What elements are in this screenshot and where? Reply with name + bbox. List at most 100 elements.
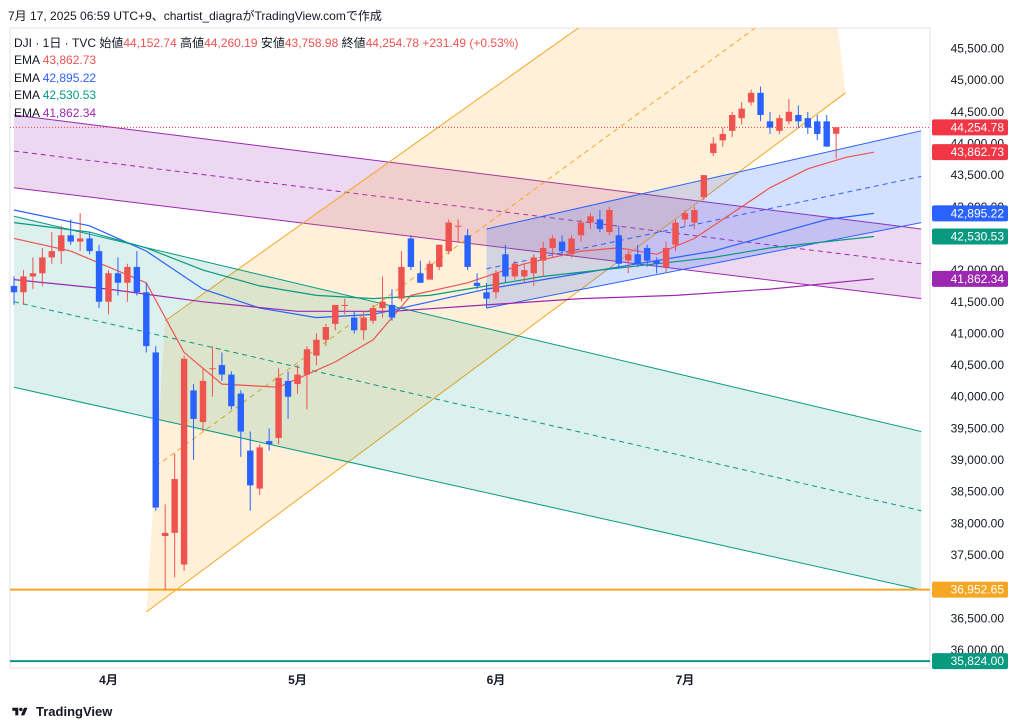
candle <box>369 304 377 324</box>
candles <box>10 86 840 590</box>
candle-body <box>757 92 764 115</box>
candle-body <box>124 266 131 283</box>
chart-canvas[interactable]: 45,500.0045,000.0044,500.0044,000.0043,5… <box>0 0 1024 700</box>
candle-body <box>672 222 679 245</box>
candle-body <box>303 349 311 375</box>
ema-row-2[interactable]: EMA 42,895.22 <box>14 70 518 87</box>
time-tick-label: 6月 <box>487 673 506 687</box>
ema-row-1[interactable]: EMA 43,862.73 <box>14 52 518 69</box>
candle-body <box>341 304 348 306</box>
price-label-bg <box>932 119 1008 136</box>
channel-mid-line <box>155 28 757 467</box>
candle <box>766 111 774 134</box>
channel-fill <box>486 130 922 309</box>
price-label-bg <box>932 144 1008 161</box>
horizontal-lines <box>10 126 930 663</box>
candle <box>747 89 755 106</box>
price-label-bg <box>932 270 1008 287</box>
candle-body <box>625 254 632 261</box>
ema-line <box>13 278 874 312</box>
candle <box>436 244 443 271</box>
candle <box>256 444 263 495</box>
candle-body <box>48 251 55 258</box>
candle-body <box>643 247 651 261</box>
candle <box>275 368 282 445</box>
close-label: 終値 <box>341 36 366 50</box>
candle-body <box>521 270 528 277</box>
ema-line <box>13 209 874 319</box>
tradingview-footer[interactable]: TradingView <box>10 704 112 719</box>
candle <box>672 219 679 252</box>
price-label: 42,530.53 <box>932 228 1008 245</box>
low-label: 安値 <box>260 36 285 50</box>
candle-body <box>823 121 830 147</box>
channel-top-line <box>13 114 922 230</box>
candle-body <box>681 213 689 220</box>
candle-body <box>29 273 37 277</box>
candle-body <box>407 238 415 267</box>
high-value: 44,260.19 <box>204 36 258 50</box>
candle <box>473 273 481 290</box>
candle-body <box>332 304 339 324</box>
candle-body <box>729 114 736 131</box>
candle <box>615 225 622 267</box>
candle-body <box>114 273 122 283</box>
candle <box>521 263 528 283</box>
ema-value-4: 41,862.34 <box>42 105 97 120</box>
channel-mid-line <box>486 175 922 270</box>
price-tick-label: 44,500.00 <box>951 105 1005 119</box>
time-axis: 4月 5月 6月 7月 <box>99 673 694 687</box>
candle <box>114 257 122 296</box>
channel-top-line <box>164 28 580 322</box>
candle-body <box>766 121 774 128</box>
candle <box>445 219 452 255</box>
candle <box>20 270 27 305</box>
ema-value-2: 42,895.22 <box>42 70 97 85</box>
price-label-text: 42,895.22 <box>951 206 1005 220</box>
candle <box>511 260 519 280</box>
time-tick-label: 7月 <box>676 673 695 687</box>
candle <box>218 352 226 381</box>
price-tick-label: 37,500.00 <box>951 548 1005 562</box>
candle-body <box>228 374 235 407</box>
candle-body <box>275 377 282 438</box>
candle-body <box>662 247 670 267</box>
candle-body <box>577 222 585 236</box>
price-label: 43,862.73 <box>932 144 1008 161</box>
ema-row-4[interactable]: EMA 41,862.34 <box>14 105 518 122</box>
time-tick-label: 4月 <box>99 673 118 687</box>
candle <box>625 251 632 274</box>
ema-row-3[interactable]: EMA 42,530.53 <box>14 87 518 104</box>
candle-body <box>39 257 46 274</box>
candle <box>795 105 802 128</box>
channel-bottom-line <box>13 386 922 591</box>
candle <box>86 232 93 255</box>
candle <box>681 209 689 226</box>
candle-body <box>445 222 452 252</box>
price-label: 42,895.22 <box>932 205 1008 222</box>
channel-bottom-line <box>146 92 846 613</box>
candle-body <box>719 133 726 141</box>
candle-body <box>199 380 207 423</box>
ema-label: EMA <box>14 105 40 120</box>
candle <box>199 368 207 432</box>
price-label-text: 36,952.65 <box>951 583 1005 597</box>
low-value: 43,758.98 <box>284 36 339 50</box>
candle <box>558 235 566 255</box>
candle <box>332 304 339 331</box>
candle <box>776 114 783 134</box>
candle-body <box>568 238 575 255</box>
candle-body <box>360 317 367 331</box>
candle-body <box>105 273 112 302</box>
candle <box>133 251 141 296</box>
change-value: +231.49 (+0.53%) <box>422 36 519 50</box>
grid <box>9 27 931 669</box>
channel-fill <box>146 28 846 613</box>
close-value: 44,254.78 <box>365 36 420 50</box>
candle <box>105 270 112 315</box>
candle-body <box>388 304 396 318</box>
candle-body <box>785 111 793 122</box>
ema-label: EMA <box>14 70 40 85</box>
symbol-info[interactable]: DJI · 1日 · TVC <box>14 36 97 50</box>
legend: DJI · 1日 · TVC 始値44,152.74 高値44,260.19 安… <box>14 35 518 122</box>
